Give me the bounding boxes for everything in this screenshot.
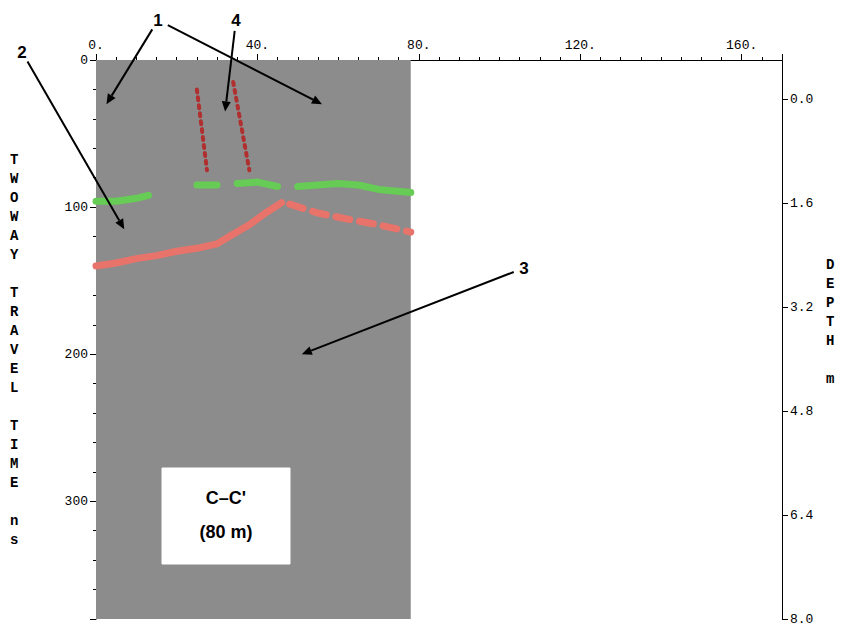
svg-text:E: E — [10, 361, 18, 377]
svg-text:120.: 120. — [565, 38, 596, 53]
svg-text:T: T — [10, 418, 18, 434]
svg-text:T: T — [10, 285, 18, 301]
svg-text:s: s — [10, 532, 18, 548]
svg-text:R: R — [10, 304, 19, 320]
svg-text:E: E — [10, 475, 18, 491]
svg-text:m: m — [826, 371, 834, 387]
svg-text:3.2: 3.2 — [790, 300, 813, 315]
svg-text:W: W — [10, 209, 19, 225]
svg-text:4.8: 4.8 — [790, 404, 813, 419]
svg-text:n: n — [10, 513, 18, 529]
svg-text:0: 0 — [80, 53, 88, 68]
svg-text:40.: 40. — [246, 38, 269, 53]
svg-text:0.0: 0.0 — [790, 92, 813, 107]
svg-text:100: 100 — [65, 200, 88, 215]
svg-text:1.6: 1.6 — [790, 196, 813, 211]
svg-text:P: P — [826, 295, 834, 311]
svg-text:H: H — [826, 333, 834, 349]
svg-text:W: W — [10, 171, 19, 187]
svg-text:8.0: 8.0 — [790, 612, 813, 627]
svg-text:300: 300 — [65, 494, 88, 509]
svg-text:C–C': C–C' — [206, 488, 246, 508]
svg-text:3: 3 — [519, 259, 528, 278]
svg-text:Y: Y — [10, 247, 19, 263]
svg-text:6.4: 6.4 — [790, 508, 814, 523]
svg-text:160.: 160. — [726, 38, 757, 53]
svg-text:T: T — [10, 152, 18, 168]
svg-text:200: 200 — [65, 347, 88, 362]
svg-text:(80 m): (80 m) — [199, 522, 252, 542]
svg-text:A: A — [10, 228, 19, 244]
svg-text:4: 4 — [231, 11, 241, 30]
svg-text:L: L — [10, 380, 18, 396]
svg-text:I: I — [10, 437, 18, 453]
svg-text:V: V — [10, 342, 19, 358]
svg-text:1: 1 — [153, 11, 162, 30]
svg-text:80.: 80. — [407, 38, 430, 53]
svg-text:D: D — [826, 257, 834, 273]
svg-text:M: M — [10, 456, 18, 472]
svg-text:0.: 0. — [88, 38, 104, 53]
svg-text:2: 2 — [17, 43, 26, 62]
svg-text:T: T — [826, 314, 834, 330]
svg-text:E: E — [826, 276, 834, 292]
svg-text:O: O — [10, 190, 18, 206]
svg-text:A: A — [10, 323, 19, 339]
